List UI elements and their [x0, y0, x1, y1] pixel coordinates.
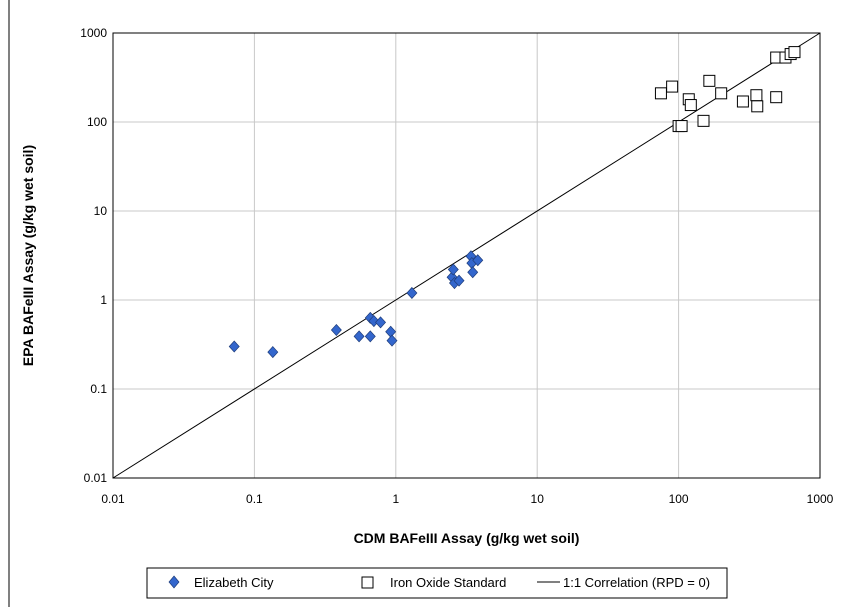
elizabeth-city-point [228, 340, 240, 353]
iron-oxide-point [703, 74, 716, 87]
plot-area-border [112, 32, 821, 479]
x-tick-label: 100 [669, 492, 689, 506]
legend-label-iron-oxide: Iron Oxide Standard [390, 575, 506, 590]
iron-oxide-point [736, 95, 749, 108]
y-tick-label: 1000 [80, 26, 107, 40]
x-tick-label: 10 [531, 492, 545, 506]
x-tick-label: 1000 [807, 492, 834, 506]
elizabeth-city-point [375, 316, 387, 329]
x-tick-label: 0.01 [101, 492, 125, 506]
elizabeth-city-point [472, 254, 484, 267]
x-tick-labels: 0.01 0.1 1 10 100 1000 [101, 492, 833, 506]
y-tick-label: 10 [94, 204, 108, 218]
iron-oxide-point [715, 87, 728, 100]
legend-marker-iron-oxide [361, 576, 374, 589]
iron-oxide-point [751, 100, 764, 113]
iron-oxide-point [750, 89, 763, 102]
iron-oxide-point [684, 99, 697, 112]
elizabeth-city-point [353, 330, 365, 343]
y-tick-label: 100 [87, 115, 107, 129]
iron-oxide-point [675, 120, 688, 133]
elizabeth-city-point [467, 266, 479, 279]
y-axis-title: EPA BAFeIII Assay (g/kg wet soil) [20, 145, 36, 366]
elizabeth-city-point [447, 263, 459, 276]
y-tick-label: 0.01 [84, 471, 108, 485]
elizabeth-city-point [364, 330, 376, 343]
iron-oxide-point [654, 87, 667, 100]
elizabeth-city-point [406, 286, 418, 299]
data-points [228, 46, 801, 359]
y-tick-labels: 0.01 0.1 1 10 100 1000 [80, 26, 107, 485]
iron-oxide-point [788, 46, 801, 59]
legend-label-elizabeth-city: Elizabeth City [194, 575, 274, 590]
x-tick-label: 0.1 [246, 492, 263, 506]
iron-oxide-point [666, 80, 679, 93]
x-tick-label: 1 [392, 492, 399, 506]
elizabeth-city-point [385, 325, 397, 338]
y-tick-label: 1 [100, 293, 107, 307]
legend-marker-elizabeth-city [168, 575, 180, 589]
legend: Elizabeth City Iron Oxide Standard 1:1 C… [146, 567, 728, 599]
iron-oxide-point [770, 91, 783, 104]
elizabeth-city-point [267, 346, 279, 359]
iron-oxide-point [697, 114, 710, 127]
elizabeth-city-point [330, 323, 342, 337]
x-axis-title: CDM BAFeIII Assay (g/kg wet soil) [354, 530, 580, 546]
legend-box [146, 567, 728, 599]
legend-label-correlation: 1:1 Correlation (RPD = 0) [563, 575, 710, 590]
y-tick-label: 0.1 [90, 382, 107, 396]
elizabeth-city-point [453, 274, 465, 287]
elizabeth-city-point [386, 334, 398, 347]
